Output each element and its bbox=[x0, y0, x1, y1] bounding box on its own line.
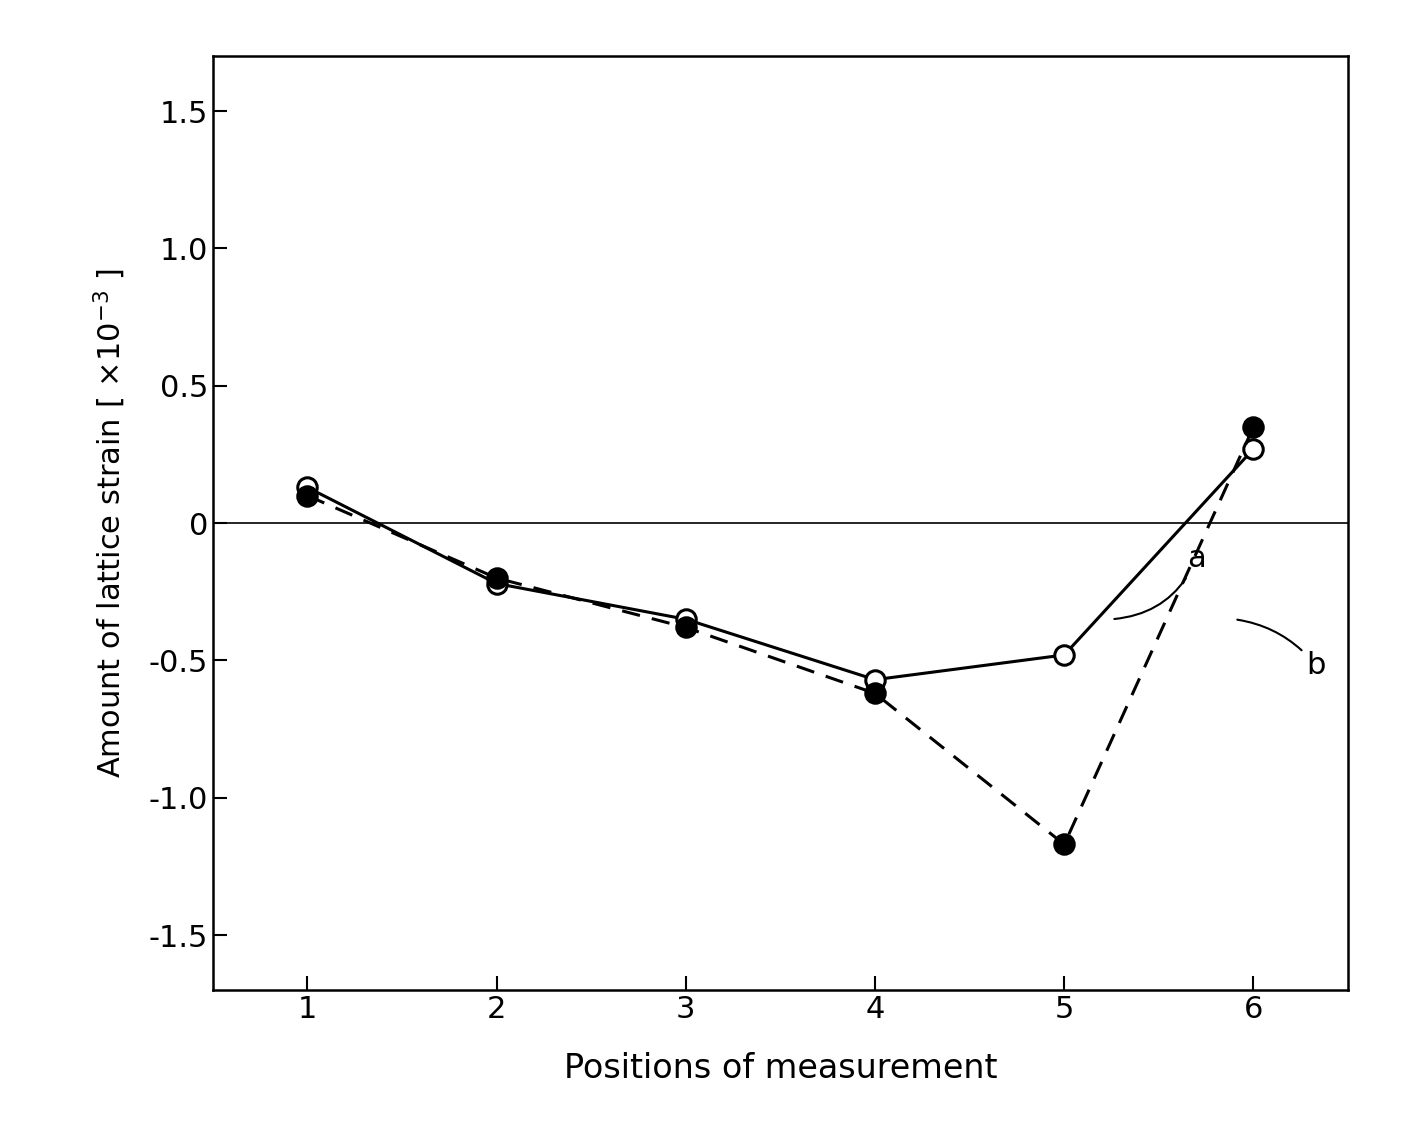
Text: b: b bbox=[1237, 620, 1325, 681]
Text: a: a bbox=[1114, 544, 1206, 619]
X-axis label: Positions of measurement: Positions of measurement bbox=[563, 1052, 998, 1084]
Y-axis label: Amount of lattice strain [ $\times$10$^{-3}$ ]: Amount of lattice strain [ $\times$10$^{… bbox=[92, 269, 128, 777]
